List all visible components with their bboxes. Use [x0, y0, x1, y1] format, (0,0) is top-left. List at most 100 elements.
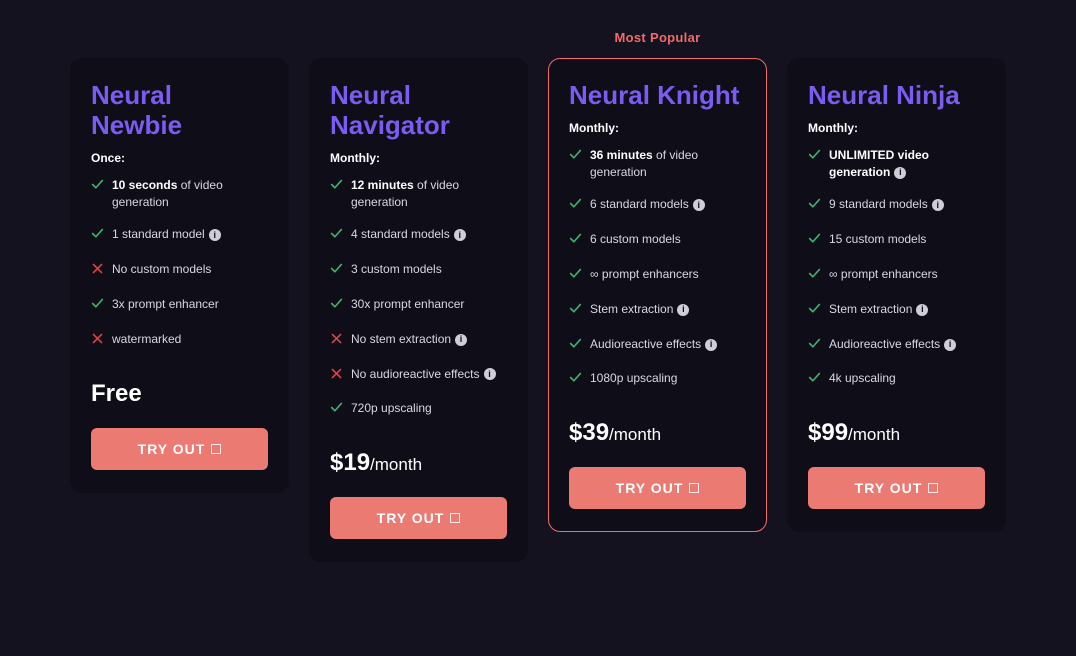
plan-newbie: Neural Newbie Once: 10 seconds of video ge… [70, 30, 289, 493]
arrow-icon [450, 513, 460, 523]
feature-item: Audioreactive effectsi [569, 336, 746, 355]
feature-text: 6 custom models [590, 231, 746, 248]
feature-item: Stem extractioni [569, 301, 746, 320]
arrow-icon [211, 444, 221, 454]
info-icon[interactable]: i [209, 229, 221, 241]
feature-text: No custom models [112, 261, 268, 278]
info-icon[interactable]: i [454, 229, 466, 241]
feature-text: Audioreactive effectsi [590, 336, 746, 353]
info-icon[interactable]: i [916, 304, 928, 316]
plan-ninja: Neural Ninja Monthly: UNLIMITED video gene… [787, 30, 1006, 532]
period-label: Once: [91, 151, 268, 165]
check-icon [808, 336, 821, 355]
feature-list: 12 minutes of video generation 4 standard… [330, 177, 507, 435]
feature-text: Stem extractioni [829, 301, 985, 318]
feature-text: 9 standard modelsi [829, 196, 985, 213]
feature-item: Audioreactive effectsi [808, 336, 985, 355]
info-icon[interactable]: i [894, 167, 906, 179]
try-out-button[interactable]: TRY OUT [808, 467, 985, 509]
feature-text: Stem extractioni [590, 301, 746, 318]
most-popular-label: Most Popular [615, 30, 701, 50]
feature-item: 15 custom models [808, 231, 985, 250]
feature-list: 36 minutes of video generation 6 standard… [569, 147, 746, 405]
feature-text: 12 minutes of video generation [351, 177, 507, 211]
feature-text: ∞ prompt enhancers [590, 266, 746, 283]
feature-item: 720p upscaling [330, 400, 507, 419]
info-icon[interactable]: i [944, 339, 956, 351]
feature-item: 6 standard modelsi [569, 196, 746, 215]
check-icon [569, 147, 582, 166]
check-icon [569, 231, 582, 250]
check-icon [808, 370, 821, 389]
try-out-button[interactable]: TRY OUT [330, 497, 507, 539]
price: Free [91, 380, 268, 408]
feature-item: UNLIMITED video generationi [808, 147, 985, 181]
check-icon [569, 370, 582, 389]
check-icon [808, 196, 821, 215]
feature-item: watermarked [91, 331, 268, 350]
info-icon[interactable]: i [693, 199, 705, 211]
feature-item: 4k upscaling [808, 370, 985, 389]
feature-text: Audioreactive effectsi [829, 336, 985, 353]
feature-text: 4 standard modelsi [351, 226, 507, 243]
feature-list: 10 seconds of video generation 1 standard… [91, 177, 268, 366]
arrow-icon [689, 483, 699, 493]
info-icon[interactable]: i [677, 304, 689, 316]
price: $39/month [569, 419, 746, 447]
feature-text: No stem extractioni [351, 331, 507, 348]
plan-card: Neural Newbie Once: 10 seconds of video ge… [70, 58, 289, 493]
pricing-grid: Neural Newbie Once: 10 seconds of video ge… [0, 0, 1076, 562]
plan-card: Neural Navigator Monthly: 12 minutes of vi… [309, 58, 528, 562]
check-icon [569, 266, 582, 285]
price: $19/month [330, 449, 507, 477]
info-icon[interactable]: i [455, 334, 467, 346]
cross-icon [91, 261, 104, 280]
check-icon [330, 296, 343, 315]
check-icon [91, 296, 104, 315]
feature-item: No audioreactive effectsi [330, 366, 507, 385]
check-icon [91, 177, 104, 196]
try-out-button[interactable]: TRY OUT [91, 428, 268, 470]
period-label: Monthly: [808, 121, 985, 135]
feature-item: 1 standard modeli [91, 226, 268, 245]
feature-item: 10 seconds of video generation [91, 177, 268, 211]
plan-title: Neural Ninja [808, 81, 985, 111]
info-icon[interactable]: i [932, 199, 944, 211]
feature-item: No stem extractioni [330, 331, 507, 350]
info-icon[interactable]: i [705, 339, 717, 351]
plan-card: Neural Ninja Monthly: UNLIMITED video gene… [787, 58, 1006, 532]
feature-text: 6 standard modelsi [590, 196, 746, 213]
feature-text: 4k upscaling [829, 370, 985, 387]
feature-item: ∞ prompt enhancers [808, 266, 985, 285]
check-icon [808, 266, 821, 285]
feature-item: Stem extractioni [808, 301, 985, 320]
feature-text: watermarked [112, 331, 268, 348]
info-icon[interactable]: i [484, 368, 496, 380]
feature-item: 30x prompt enhancer [330, 296, 507, 315]
check-icon [569, 301, 582, 320]
feature-item: 6 custom models [569, 231, 746, 250]
check-icon [330, 226, 343, 245]
feature-item: 3 custom models [330, 261, 507, 280]
check-icon [330, 261, 343, 280]
arrow-icon [928, 483, 938, 493]
feature-item: 1080p upscaling [569, 370, 746, 389]
plan-navigator: Neural Navigator Monthly: 12 minutes of vi… [309, 30, 528, 562]
feature-text: 1 standard modeli [112, 226, 268, 243]
cross-icon [330, 331, 343, 350]
feature-item: 12 minutes of video generation [330, 177, 507, 211]
try-out-button[interactable]: TRY OUT [569, 467, 746, 509]
feature-item: 3x prompt enhancer [91, 296, 268, 315]
feature-text: UNLIMITED video generationi [829, 147, 985, 181]
plan-title: Neural Newbie [91, 81, 268, 141]
feature-text: 30x prompt enhancer [351, 296, 507, 313]
price: $99/month [808, 419, 985, 447]
feature-text: 36 minutes of video generation [590, 147, 746, 181]
plan-knight: Most PopularNeural KnightMonthly:36 minu… [548, 30, 767, 532]
plan-title: Neural Navigator [330, 81, 507, 141]
cross-icon [91, 331, 104, 350]
check-icon [808, 231, 821, 250]
period-label: Monthly: [330, 151, 507, 165]
plan-title: Neural Knight [569, 81, 746, 111]
feature-text: No audioreactive effectsi [351, 366, 507, 383]
